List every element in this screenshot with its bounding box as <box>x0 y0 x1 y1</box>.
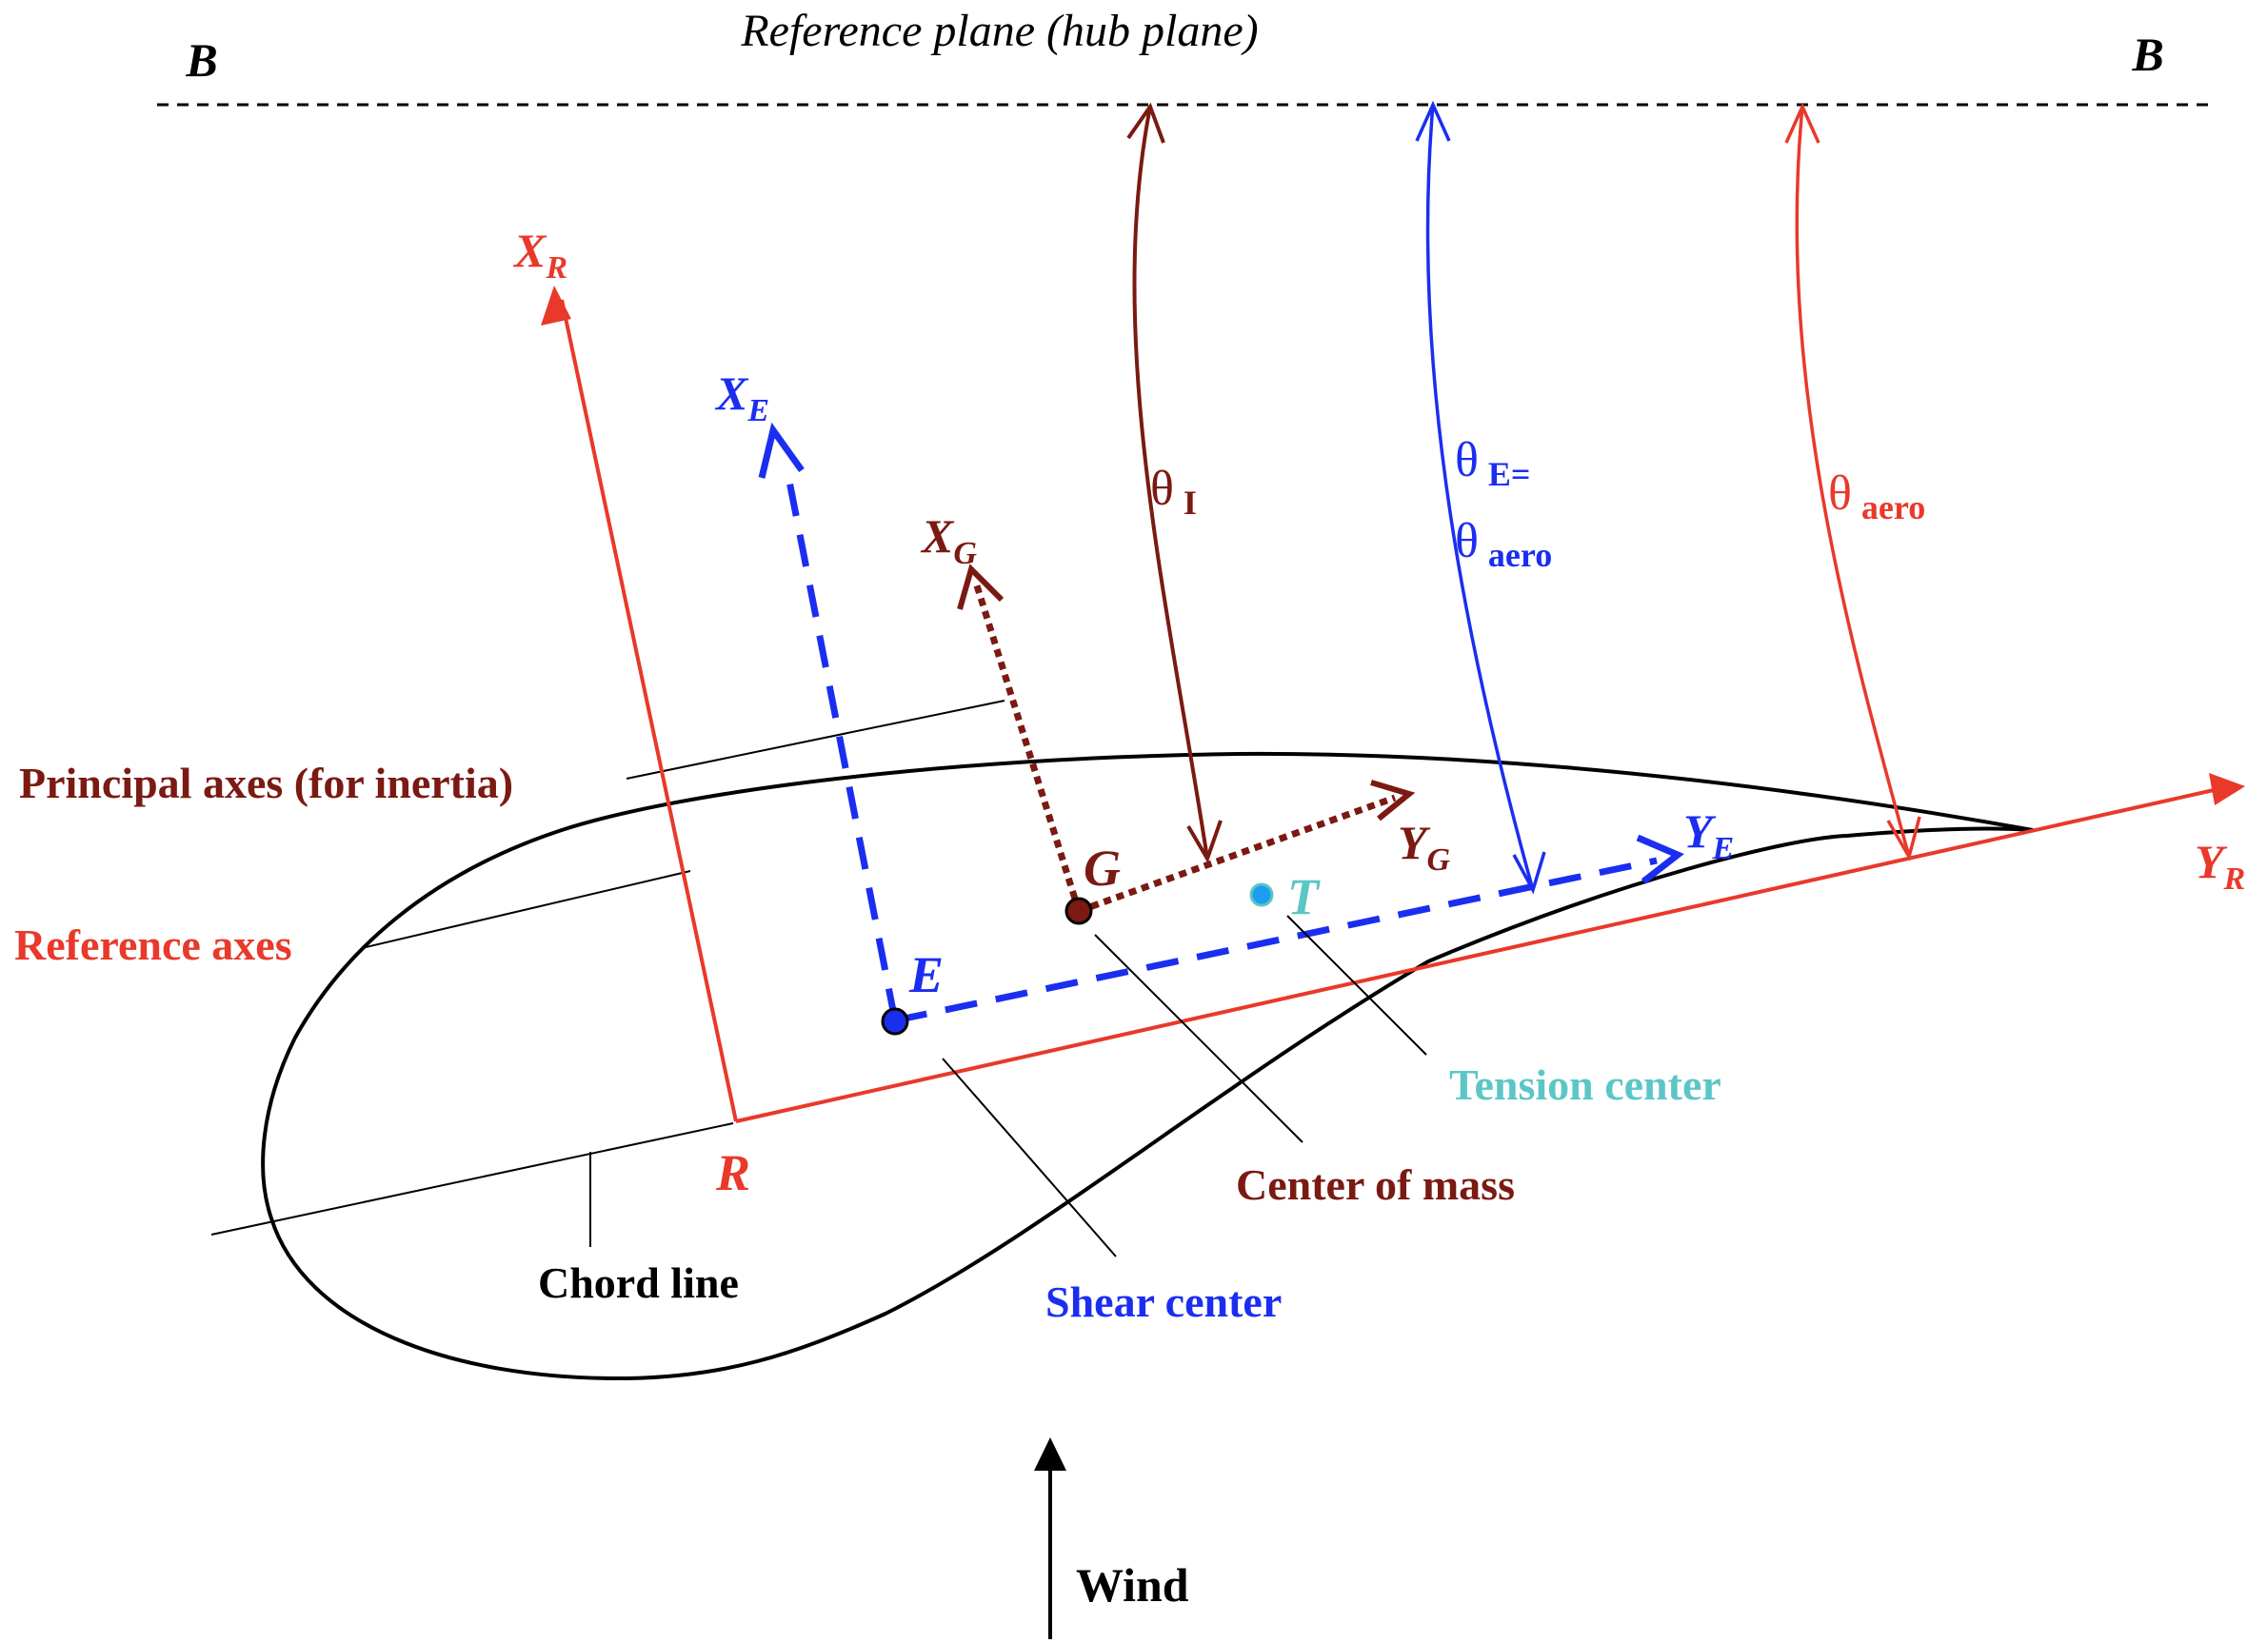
center-of-mass-point <box>1064 897 1093 925</box>
theta-aero-arrow-bottom <box>1886 816 1921 861</box>
reference-axes-label: Reference axes <box>14 920 292 969</box>
wind-label: Wind <box>1076 1558 1189 1612</box>
x-e-label: XE <box>714 366 769 428</box>
chord-line-label: Chord line <box>538 1258 739 1307</box>
point-t-label: T <box>1287 868 1321 925</box>
theta-e-arrow-top <box>1415 100 1451 142</box>
theta-e-arc <box>1425 104 1535 891</box>
point-g-label: G <box>1084 840 1121 897</box>
y-r-arrowhead <box>2209 773 2245 805</box>
reference-plane-right-label: B <box>2131 28 2163 81</box>
point-e-label: E <box>908 946 944 1003</box>
tension-center-label: Tension center <box>1449 1060 1721 1109</box>
airfoil-outline <box>261 751 2034 1381</box>
chord-line <box>210 1122 734 1236</box>
theta-e-label: θ E= <box>1455 433 1530 493</box>
principal-axes-leader <box>626 700 1005 780</box>
tension-center-leader <box>1286 915 1427 1056</box>
theta-e-aero-label: θ aero <box>1455 514 1552 574</box>
shear-center-leader <box>942 1058 1117 1257</box>
center-of-mass-leader <box>1094 934 1303 1143</box>
reference-plane-title: Reference plane (hub plane) <box>740 6 1258 56</box>
point-r-label: R <box>715 1144 750 1201</box>
x-r-arrowhead <box>541 286 571 326</box>
theta-i-arrow-bottom <box>1186 820 1223 863</box>
x-g-axis <box>972 581 1083 913</box>
y-g-label: YG <box>1398 816 1451 878</box>
theta-aero-arrow-top <box>1784 102 1820 144</box>
x-e-arrowhead <box>758 422 805 479</box>
x-g-label: XG <box>920 509 977 571</box>
x-r-label: XR <box>512 224 567 286</box>
wind-arrowhead <box>1034 1437 1066 1471</box>
y-g-axis <box>1077 794 1397 915</box>
theta-i-arrow-top <box>1126 102 1165 144</box>
y-e-label: YE <box>1683 804 1734 866</box>
principal-axes-label: Principal axes (for inertia) <box>19 759 513 807</box>
center-of-mass-label: Center of mass <box>1236 1160 1515 1209</box>
y-r-label: YR <box>2195 835 2245 897</box>
theta-aero-label: θ aero <box>1828 466 1925 526</box>
theta-aero-arc <box>1795 106 1911 858</box>
theta-i-arc <box>1132 106 1209 860</box>
y-e-arrowhead <box>1636 834 1684 884</box>
shear-center-label: Shear center <box>1045 1277 1282 1326</box>
shear-center-point <box>881 1007 909 1036</box>
x-r-axis <box>560 299 738 1122</box>
y-r-axis <box>735 788 2215 1123</box>
reference-plane-left-label: B <box>185 33 217 87</box>
reference-axes-leader <box>361 870 691 949</box>
y-g-arrowhead <box>1370 780 1416 822</box>
tension-center-point <box>1249 882 1274 907</box>
x-g-arrowhead <box>957 564 1005 610</box>
theta-e-arrow-bottom <box>1512 851 1546 895</box>
x-e-axis <box>783 465 899 1021</box>
